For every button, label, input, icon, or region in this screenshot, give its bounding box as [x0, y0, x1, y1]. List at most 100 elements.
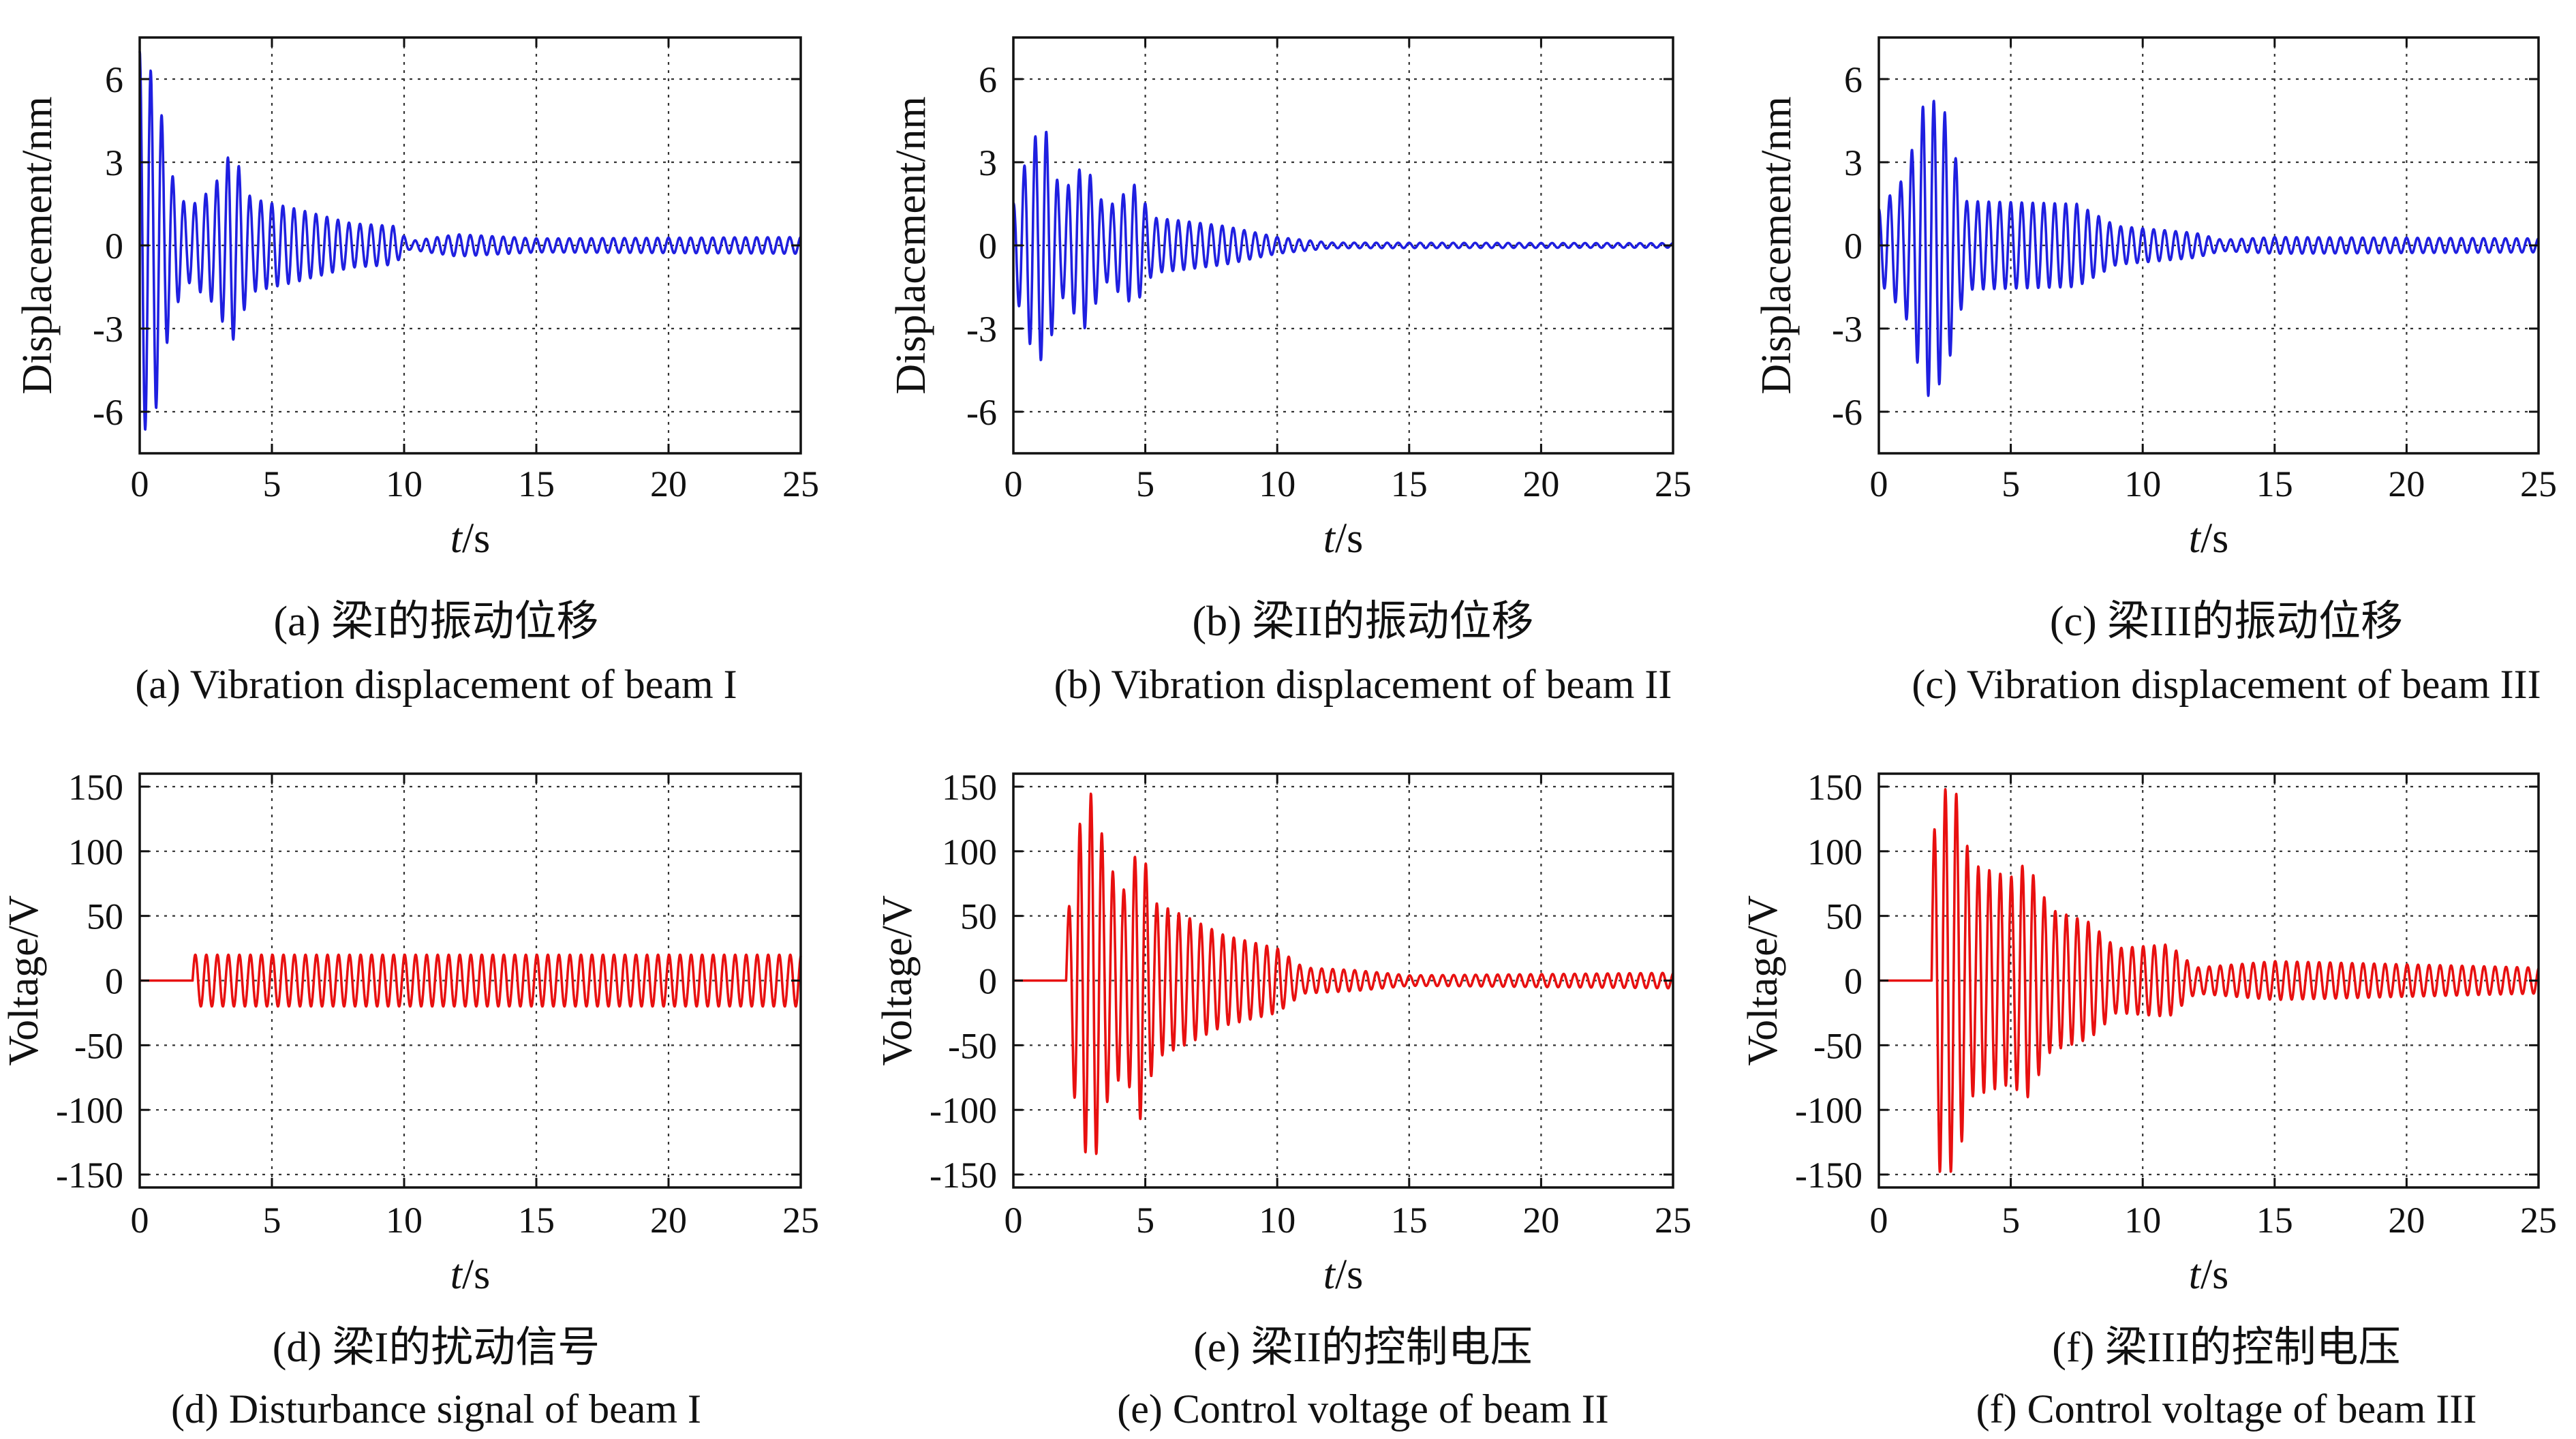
caption-english: (a) Vibration displacement of beam I — [135, 662, 737, 707]
y-tick-label: 50 — [960, 896, 997, 937]
series-line-displacement — [1012, 130, 1674, 361]
x-tick-label: 0 — [1005, 1200, 1023, 1241]
y-tick-label: -6 — [93, 392, 123, 433]
y-tick-label: 100 — [942, 832, 997, 873]
x-tick-label: 10 — [2124, 1200, 2161, 1241]
x-tick-label: 5 — [2002, 464, 2020, 504]
y-tick-label: 150 — [68, 767, 123, 808]
x-tick-label: 5 — [263, 464, 281, 504]
x-tick-label: 5 — [2002, 1200, 2020, 1241]
caption-chinese: (f) 梁III的控制电压 — [2052, 1324, 2400, 1371]
y-tick-label: 0 — [1844, 226, 1862, 267]
x-axis-title: t/s — [2189, 515, 2229, 562]
caption-english: (c) Vibration displacement of beam III — [1912, 662, 2541, 707]
y-tick-label: 0 — [105, 226, 123, 267]
y-tick-label: 3 — [105, 142, 123, 183]
series-line-control_voltage — [1879, 788, 2540, 1173]
y-axis-title: Voltage/V — [1740, 895, 1786, 1065]
x-tick-label: 15 — [2256, 1200, 2293, 1241]
x-axis-unit: /s — [462, 1252, 490, 1298]
x-axis-variable: t — [450, 515, 463, 562]
x-tick-label: 20 — [650, 1200, 687, 1241]
chart-panel-d: 0 5 10 15 20 25 -150 -100 -50 0 50 100 150 t/s Voltage… — [1, 767, 819, 1432]
x-tick-label: 25 — [1655, 464, 1691, 504]
y-tick-label: -3 — [1832, 309, 1862, 350]
x-axis-unit: /s — [2201, 1252, 2228, 1298]
y-tick-label: 3 — [979, 142, 997, 183]
x-tick-label: 0 — [1870, 464, 1888, 504]
y-tick-label: -6 — [966, 392, 997, 433]
x-axis-title: t/s — [1323, 1252, 1364, 1298]
x-tick-label: 5 — [1136, 464, 1154, 504]
chart-panel-b: 0 5 10 15 20 25 -6 -3 0 3 6 t/s Displacement/nm (b) 梁… — [888, 36, 1691, 707]
y-tick-label: 0 — [979, 226, 997, 267]
y-axis-title: Voltage/V — [874, 895, 921, 1065]
y-tick-label: -100 — [56, 1090, 123, 1131]
x-tick-label: 0 — [131, 464, 149, 504]
chart-panel-a: 0 5 10 15 20 25 -6 -3 0 3 6 t/s Displacement/nm (a) 梁… — [14, 36, 819, 707]
y-tick-label: -150 — [56, 1155, 123, 1196]
caption-chinese: (c) 梁III的振动位移 — [2050, 599, 2403, 645]
caption-chinese: (a) 梁I的振动位移 — [274, 599, 599, 645]
x-axis-unit: /s — [1335, 1252, 1363, 1298]
y-tick-label: 50 — [87, 896, 123, 937]
caption-chinese: (d) 梁I的扰动信号 — [273, 1324, 600, 1371]
x-axis-variable: t — [2189, 515, 2202, 562]
x-tick-label: 20 — [2388, 464, 2425, 504]
series-line-displacement — [1877, 100, 2540, 397]
x-tick-label: 0 — [1870, 1200, 1888, 1241]
y-tick-label: 100 — [68, 832, 123, 873]
y-tick-label: 6 — [979, 59, 997, 100]
caption-english: (d) Disturbance signal of beam I — [171, 1387, 701, 1432]
x-tick-label: 25 — [782, 464, 819, 504]
x-axis-variable: t — [1323, 1252, 1336, 1298]
y-tick-label: -150 — [930, 1155, 997, 1196]
y-axis-title: Voltage/V — [1, 895, 47, 1065]
caption-english: (e) Control voltage of beam II — [1117, 1387, 1608, 1432]
y-tick-label: -50 — [74, 1025, 123, 1066]
x-axis-variable: t — [1323, 515, 1336, 562]
chart-panel-c: 0 5 10 15 20 25 -6 -3 0 3 6 t/s Displacement/nm (c) 梁… — [1753, 36, 2557, 707]
y-tick-label: 0 — [105, 961, 123, 1002]
caption-english: (f) Control voltage of beam III — [1976, 1387, 2477, 1432]
x-tick-label: 0 — [131, 1200, 149, 1241]
x-tick-label: 10 — [1259, 1200, 1295, 1241]
x-axis-title: t/s — [1323, 515, 1364, 562]
y-tick-label: -100 — [930, 1090, 997, 1131]
x-tick-label: 0 — [1005, 464, 1023, 504]
x-tick-label: 25 — [1655, 1200, 1691, 1241]
y-axis-title: Displacement/nm — [888, 96, 934, 394]
x-axis-unit: /s — [2201, 515, 2228, 562]
caption-english: (b) Vibration displacement of beam II — [1054, 662, 1672, 707]
series-line-control_voltage — [1013, 792, 1674, 1155]
y-axis-title: Displacement/nm — [14, 96, 61, 394]
y-tick-label: 3 — [1844, 142, 1862, 183]
x-tick-label: 20 — [1522, 1200, 1559, 1241]
x-axis-title: t/s — [450, 1252, 491, 1298]
y-tick-label: 6 — [1844, 59, 1862, 100]
x-tick-label: 20 — [650, 464, 687, 504]
x-tick-label: 10 — [1259, 464, 1295, 504]
y-tick-label: 100 — [1807, 832, 1862, 873]
y-tick-label: -50 — [948, 1025, 997, 1066]
x-tick-label: 20 — [2388, 1200, 2425, 1241]
x-tick-label: 20 — [1522, 464, 1559, 504]
x-tick-label: 15 — [518, 1200, 555, 1241]
x-axis-unit: /s — [1335, 515, 1363, 562]
y-tick-label: -3 — [966, 309, 997, 350]
x-axis-title: t/s — [450, 515, 491, 562]
series-line-displacement — [138, 51, 802, 431]
x-tick-label: 15 — [1391, 1200, 1428, 1241]
x-axis-variable: t — [450, 1252, 463, 1298]
y-tick-label: 0 — [1844, 961, 1862, 1002]
x-tick-label: 25 — [782, 1200, 819, 1241]
x-tick-label: 5 — [1136, 1200, 1154, 1241]
x-axis-unit: /s — [462, 515, 490, 562]
y-tick-label: 6 — [105, 59, 123, 100]
y-tick-label: 50 — [1826, 896, 1862, 937]
y-tick-label: -6 — [1832, 392, 1862, 433]
y-tick-label: -50 — [1813, 1025, 1862, 1066]
chart-panel-f: 0 5 10 15 20 25 -150 -100 -50 0 50 100 150 t/s Voltage… — [1740, 767, 2557, 1432]
x-tick-label: 10 — [2124, 464, 2161, 504]
